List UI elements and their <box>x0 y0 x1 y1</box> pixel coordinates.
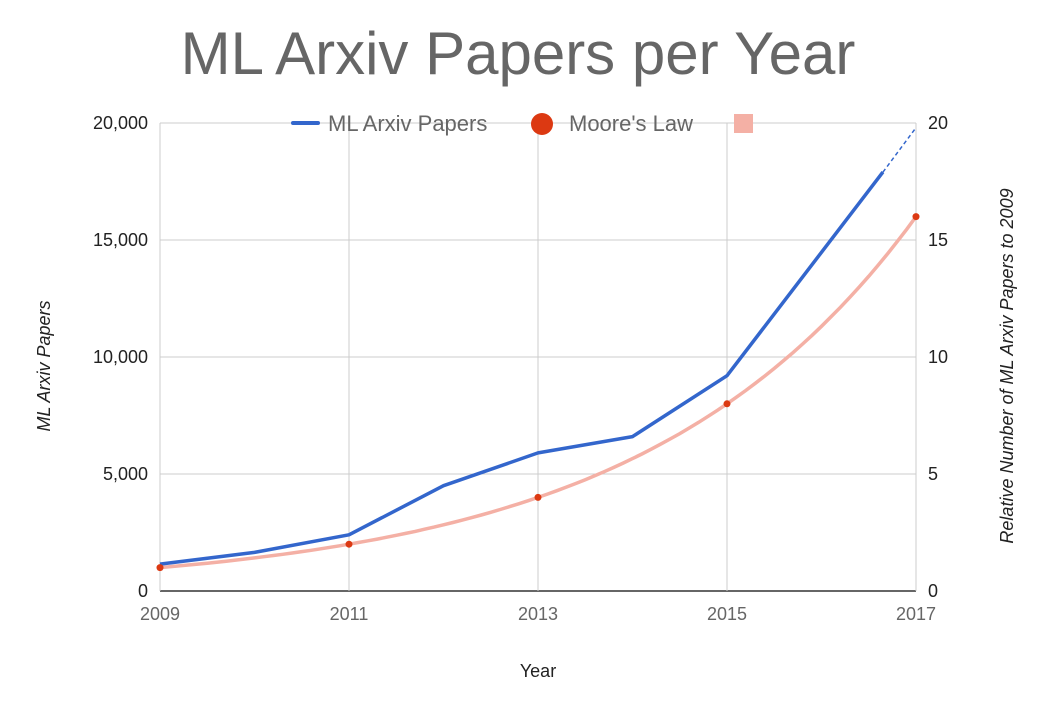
y2-tick-label: 5 <box>928 464 938 484</box>
y2-tick-label: 0 <box>928 581 938 601</box>
grid <box>159 122 917 592</box>
moores-law-point <box>723 400 731 408</box>
y-tick-label: 10,000 <box>93 347 148 367</box>
moores-law-point <box>912 213 920 221</box>
x-tick-label: 2015 <box>707 604 747 624</box>
legend: ML Arxiv Papers Moore's Law <box>291 111 753 136</box>
y2-tick-label: 20 <box>928 113 948 133</box>
moores-law-point <box>534 493 542 501</box>
x-tick-label: 2009 <box>140 604 180 624</box>
series-projection-ml-arxiv-papers <box>882 127 917 173</box>
moores-law-point <box>345 540 353 548</box>
chart-title: ML Arxiv Papers per Year <box>181 20 856 87</box>
y2-axis-label: Relative Number of ML Arxiv Papers to 20… <box>997 188 1017 543</box>
legend-swatch-moores-law <box>531 113 553 135</box>
y2-tick-label: 10 <box>928 347 948 367</box>
series-line-ml-arxiv-papers <box>159 171 885 566</box>
y-tick-label: 15,000 <box>93 230 148 250</box>
y-tick-label: 0 <box>138 581 148 601</box>
axes: 0 5,000 10,000 15,000 20,000 0 5 10 15 20 2009 2011… <box>93 113 948 624</box>
x-tick-label: 2013 <box>518 604 558 624</box>
y-tick-label: 5,000 <box>103 464 148 484</box>
y2-tick-label: 15 <box>928 230 948 250</box>
series-layer <box>156 127 920 572</box>
legend-label-ml-arxiv-papers: ML Arxiv Papers <box>328 111 487 136</box>
x-axis-label: Year <box>520 661 556 681</box>
x-tick-label: 2011 <box>330 604 369 624</box>
legend-swatch-trend <box>734 114 753 133</box>
moores-law-point <box>156 564 164 572</box>
legend-label-moores-law: Moore's Law <box>569 111 693 136</box>
x-tick-label: 2017 <box>896 604 936 624</box>
y-axis-label: ML Arxiv Papers <box>34 300 54 431</box>
y-tick-label: 20,000 <box>93 113 148 133</box>
